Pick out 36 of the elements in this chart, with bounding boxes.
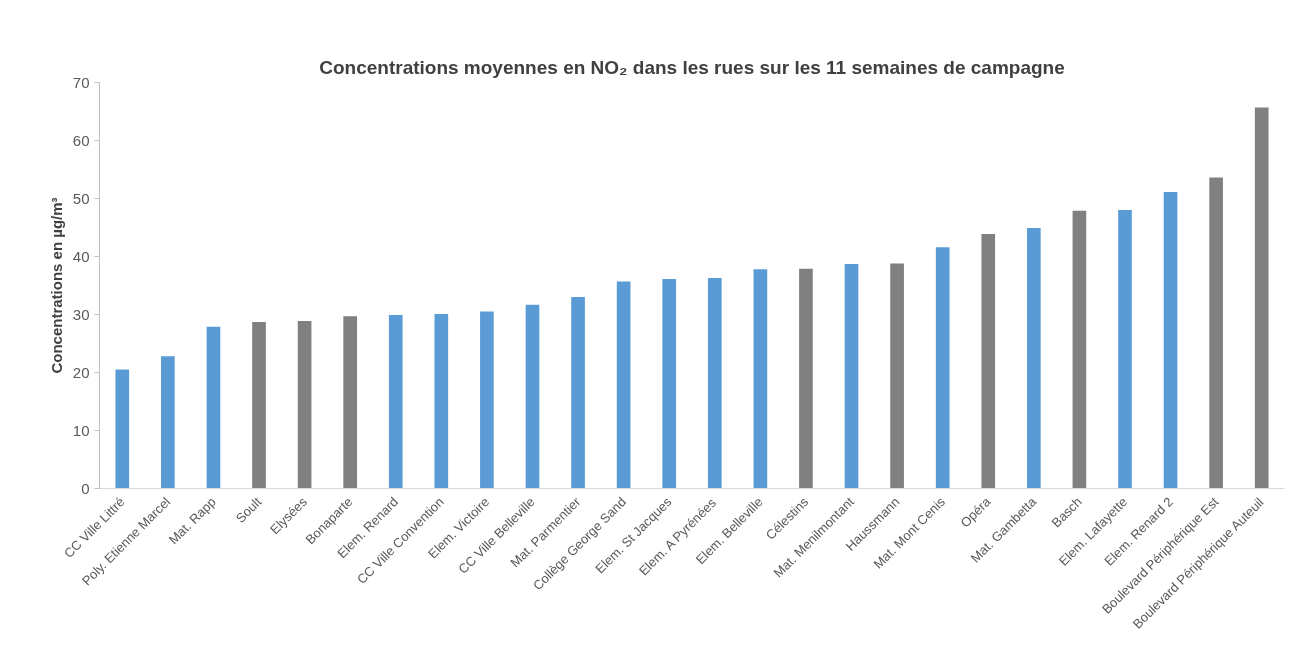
bar	[1118, 210, 1132, 489]
bar	[343, 316, 358, 489]
bar	[616, 281, 631, 489]
bar	[1026, 228, 1041, 489]
bar	[115, 369, 130, 489]
y-tick-label: 10	[72, 421, 90, 439]
bar	[662, 279, 677, 489]
y-tick-label: 60	[72, 131, 90, 149]
bar	[981, 233, 996, 489]
bar	[297, 320, 312, 489]
bar	[799, 268, 813, 489]
bar	[525, 304, 540, 489]
bar	[844, 264, 859, 489]
bar	[252, 322, 266, 489]
bar	[388, 315, 403, 489]
bar	[753, 269, 768, 489]
bar	[1163, 192, 1178, 489]
bar	[935, 247, 950, 489]
bar	[1072, 210, 1087, 489]
y-tick-label: 70	[72, 73, 90, 91]
bar	[434, 313, 449, 489]
y-tick-label: 0	[81, 479, 90, 497]
y-axis-title: Concentrations en µg/m³	[47, 197, 65, 374]
y-tick-label: 20	[72, 363, 90, 381]
bar	[1254, 107, 1269, 489]
bar	[571, 297, 585, 489]
bar	[890, 263, 904, 489]
y-tick-label: 50	[72, 189, 90, 207]
y-tick-label: 40	[72, 247, 90, 265]
bar	[161, 356, 175, 489]
bar	[1209, 177, 1223, 489]
y-tick-label: 30	[72, 305, 90, 323]
bar	[707, 277, 722, 489]
chart-title: Concentrations moyennes en NO₂ dans les rues sur les 11 semaines de campagne	[319, 56, 1065, 78]
bar	[480, 311, 494, 489]
bar	[206, 326, 221, 489]
